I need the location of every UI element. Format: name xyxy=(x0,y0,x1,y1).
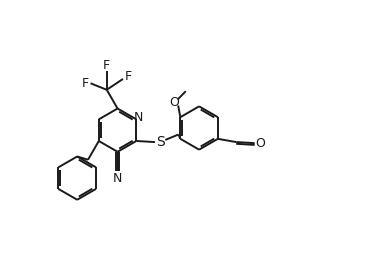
Text: O: O xyxy=(255,137,265,150)
Text: S: S xyxy=(156,135,164,149)
Text: O: O xyxy=(169,95,179,109)
Text: N: N xyxy=(133,111,143,124)
Text: F: F xyxy=(125,70,132,83)
Text: N: N xyxy=(113,172,122,185)
Text: F: F xyxy=(103,59,110,72)
Text: F: F xyxy=(81,77,88,90)
